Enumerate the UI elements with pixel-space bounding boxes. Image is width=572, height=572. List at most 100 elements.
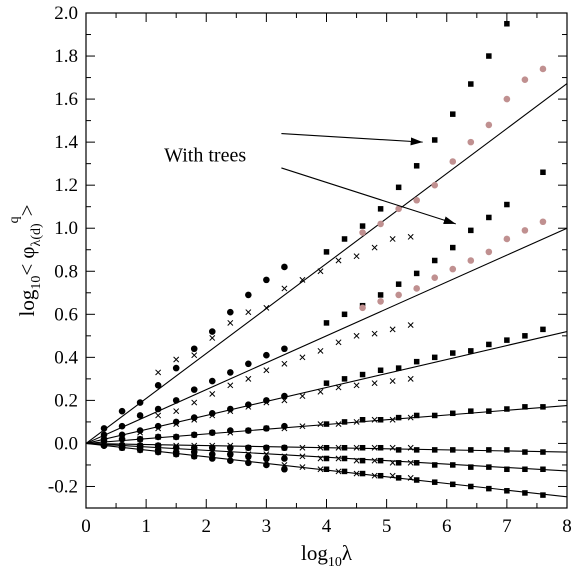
x-tick-label: 1 bbox=[141, 516, 151, 537]
data-point-cross bbox=[281, 397, 288, 404]
data-point-square bbox=[377, 367, 384, 374]
data-point-circle bbox=[359, 304, 366, 312]
data-point-circle bbox=[281, 263, 288, 271]
data-point-cross bbox=[407, 459, 414, 466]
data-point-cross bbox=[335, 257, 342, 264]
data-point-circle bbox=[245, 453, 252, 460]
data-point-square bbox=[395, 281, 402, 287]
x-tick-label: 6 bbox=[442, 516, 452, 537]
y-tick-label: 2.0 bbox=[54, 3, 78, 24]
data-point-cross bbox=[209, 449, 216, 455]
data-point-circle bbox=[227, 444, 234, 452]
data-point-square bbox=[540, 449, 546, 455]
y-tick-label: -0.2 bbox=[48, 476, 78, 497]
data-point-cross bbox=[353, 253, 360, 260]
data-point-circle bbox=[245, 459, 252, 467]
data-point-square bbox=[341, 311, 348, 318]
data-point-square bbox=[431, 447, 438, 453]
data-point-square bbox=[450, 462, 456, 468]
data-point-cross bbox=[407, 444, 414, 451]
data-point-cross bbox=[317, 444, 324, 451]
y-axis-title-expr: < φ bbox=[15, 246, 39, 275]
data-point-cross bbox=[209, 429, 216, 436]
data-point-square bbox=[359, 470, 366, 477]
data-point-square bbox=[522, 404, 528, 410]
data-point-circle bbox=[281, 422, 288, 430]
data-point-square bbox=[486, 408, 492, 414]
y-tick-label: 0.2 bbox=[54, 390, 78, 411]
data-point-circle bbox=[136, 427, 144, 434]
data-point-cross bbox=[389, 326, 396, 333]
data-point-cross bbox=[371, 444, 378, 451]
x-tick-label: 5 bbox=[382, 516, 392, 537]
y-tick-label: 0.6 bbox=[54, 304, 78, 325]
data-point-circle bbox=[190, 386, 198, 393]
data-point-cross bbox=[191, 431, 198, 438]
data-point-cross bbox=[335, 444, 342, 451]
data-point-square bbox=[323, 249, 330, 255]
data-point-square bbox=[486, 485, 492, 492]
data-point-square bbox=[377, 292, 384, 298]
data-point-square bbox=[323, 444, 330, 451]
y-axis-title-sup: q bbox=[7, 216, 22, 223]
data-point-cross bbox=[389, 236, 396, 242]
annotation-arrow bbox=[281, 167, 456, 225]
y-tick-label: 0.4 bbox=[54, 347, 78, 368]
data-point-cross bbox=[407, 375, 414, 382]
data-point-cross bbox=[209, 335, 216, 341]
data-point-cross bbox=[281, 453, 288, 460]
x-axis-title-var: λ bbox=[342, 541, 353, 565]
data-point-square bbox=[431, 462, 438, 468]
y-tick-label: 1.2 bbox=[54, 175, 78, 196]
data-point-cross bbox=[227, 382, 234, 389]
data-point-circle bbox=[359, 229, 366, 236]
data-point-square bbox=[504, 21, 510, 27]
data-point-cross bbox=[389, 444, 396, 451]
data-point-cross bbox=[353, 457, 360, 464]
data-point-square bbox=[395, 414, 402, 421]
data-point-square bbox=[504, 201, 510, 208]
data-point-square bbox=[359, 444, 366, 451]
data-point-circle bbox=[413, 196, 420, 204]
data-point-cross bbox=[317, 466, 324, 473]
data-point-circle bbox=[136, 412, 144, 419]
data-point-cross bbox=[371, 416, 378, 423]
data-point-cross bbox=[191, 352, 198, 359]
data-point-circle bbox=[172, 418, 180, 426]
data-point-circle bbox=[100, 425, 108, 432]
data-point-cross bbox=[173, 434, 180, 440]
data-point-circle bbox=[227, 457, 234, 464]
data-point-square bbox=[323, 466, 330, 473]
y-tick-label: 0.8 bbox=[54, 261, 78, 282]
data-point-square bbox=[341, 236, 348, 242]
data-point-circle bbox=[431, 274, 439, 282]
data-point-cross bbox=[299, 423, 306, 430]
data-point-cross bbox=[191, 416, 198, 423]
data-point-square bbox=[341, 419, 348, 425]
data-point-cross bbox=[245, 403, 252, 410]
data-point-circle bbox=[281, 345, 288, 353]
data-point-square bbox=[540, 169, 546, 176]
data-point-square bbox=[468, 348, 474, 354]
data-point-cross bbox=[335, 468, 342, 475]
data-point-circle bbox=[539, 65, 547, 73]
data-point-square bbox=[540, 466, 546, 473]
data-point-circle bbox=[377, 220, 384, 228]
data-point-cross bbox=[245, 457, 252, 464]
data-point-cross bbox=[371, 472, 378, 479]
data-point-cross bbox=[155, 369, 162, 376]
data-point-cross bbox=[389, 472, 396, 479]
data-point-cross bbox=[299, 393, 306, 400]
fit-line bbox=[86, 83, 567, 444]
data-point-cross bbox=[353, 332, 360, 339]
data-point-cross bbox=[209, 412, 216, 419]
data-point-square bbox=[486, 447, 492, 453]
data-point-circle bbox=[503, 235, 511, 243]
data-point-cross bbox=[353, 418, 360, 425]
x-axis-title-sub: 10 bbox=[328, 555, 342, 570]
data-point-square bbox=[431, 479, 438, 485]
data-point-cross bbox=[173, 356, 180, 363]
y-axis-title-expr-sub: λ(d) bbox=[29, 223, 44, 246]
data-point-cross bbox=[155, 449, 162, 455]
data-point-circle bbox=[263, 351, 270, 359]
